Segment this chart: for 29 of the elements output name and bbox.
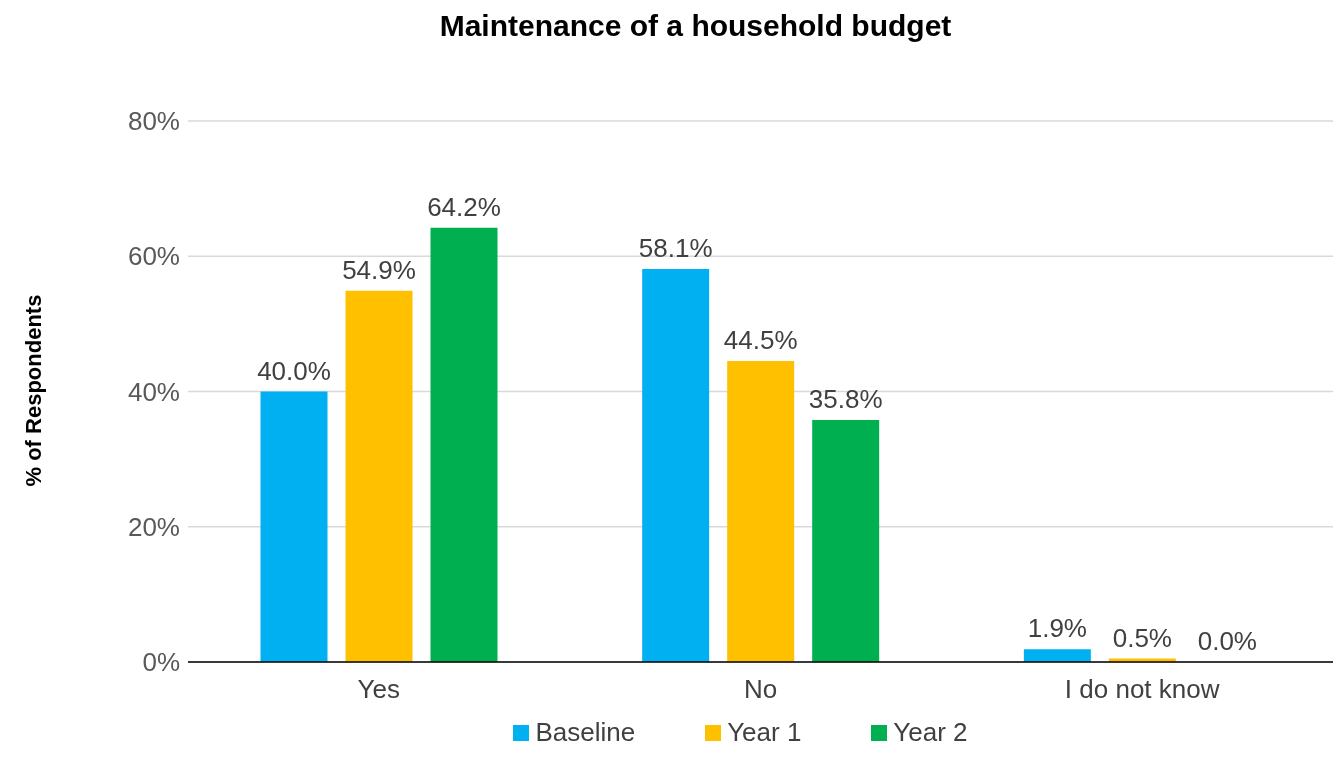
data-label: 0.5%: [1112, 622, 1172, 653]
data-label: 44.5%: [723, 325, 798, 356]
bar: [1023, 649, 1091, 662]
bar: [345, 290, 413, 662]
data-label: 58.1%: [638, 233, 713, 264]
y-tick-label: 20%: [127, 511, 180, 542]
bar: [260, 391, 328, 662]
y-tick-label: 0%: [142, 647, 180, 678]
legend-label: Baseline: [534, 717, 636, 748]
data-label: 1.9%: [1027, 613, 1087, 644]
x-tick-label: No: [743, 674, 778, 705]
x-tick-label: I do not know: [1064, 674, 1220, 705]
legend-label: Year 2: [892, 717, 968, 748]
legend-label: Year 1: [726, 717, 802, 748]
y-axis-title: % of Respondents: [20, 294, 46, 487]
y-tick-label: 80%: [127, 106, 180, 137]
data-label: 54.9%: [342, 254, 416, 285]
chart-title: Maintenance of a household budget: [438, 8, 953, 44]
x-tick-label: Yes: [357, 674, 401, 705]
data-label: 64.2%: [427, 191, 501, 222]
data-label: 35.8%: [808, 383, 883, 414]
bar: [642, 269, 710, 662]
bar: [430, 227, 498, 662]
bar: [727, 361, 795, 662]
data-label: 40.0%: [257, 355, 331, 386]
data-label: 0.0%: [1197, 625, 1257, 656]
bar: [812, 419, 880, 662]
y-tick-label: 40%: [127, 376, 180, 407]
y-tick-label: 60%: [127, 241, 180, 272]
